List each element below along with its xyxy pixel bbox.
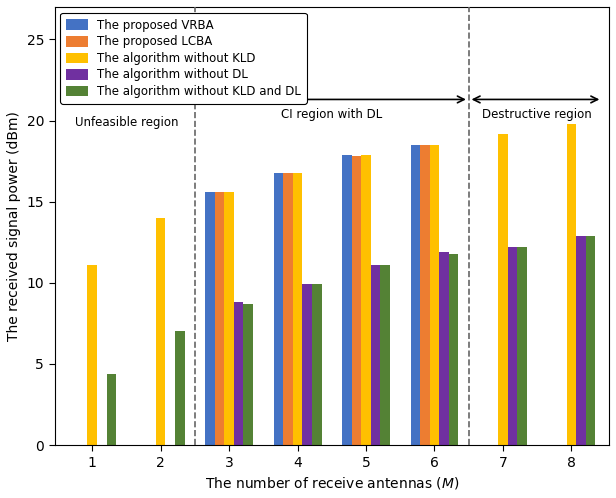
Y-axis label: The received signal power (dBm): The received signal power (dBm): [7, 111, 21, 341]
Bar: [439, 252, 449, 445]
Bar: [352, 156, 361, 445]
Bar: [234, 302, 243, 445]
Bar: [361, 155, 371, 445]
Bar: [420, 145, 430, 445]
Bar: [312, 284, 322, 445]
Bar: [224, 192, 234, 445]
Bar: [302, 284, 312, 445]
Bar: [508, 247, 517, 445]
Text: Unfeasible region: Unfeasible region: [75, 116, 178, 128]
Text: Destructive region: Destructive region: [482, 108, 592, 121]
X-axis label: The number of receive antennas ($M$): The number of receive antennas ($M$): [205, 475, 459, 491]
Bar: [410, 145, 420, 445]
Bar: [283, 173, 293, 445]
Bar: [371, 265, 381, 445]
Bar: [156, 218, 166, 445]
Bar: [243, 304, 253, 445]
Legend: The proposed VRBA, The proposed LCBA, The algorithm without KLD, The algorithm w: The proposed VRBA, The proposed LCBA, Th…: [60, 13, 307, 104]
Bar: [449, 253, 458, 445]
Text: CI region with DL: CI region with DL: [281, 108, 383, 121]
Bar: [498, 133, 508, 445]
Bar: [576, 236, 586, 445]
Bar: [293, 173, 302, 445]
Bar: [175, 332, 185, 445]
Bar: [342, 155, 352, 445]
Bar: [381, 265, 390, 445]
Bar: [107, 374, 116, 445]
Bar: [215, 192, 224, 445]
Bar: [567, 124, 576, 445]
Bar: [87, 265, 97, 445]
Bar: [274, 173, 283, 445]
Bar: [205, 192, 215, 445]
Bar: [517, 247, 527, 445]
Bar: [586, 236, 595, 445]
Bar: [430, 145, 439, 445]
